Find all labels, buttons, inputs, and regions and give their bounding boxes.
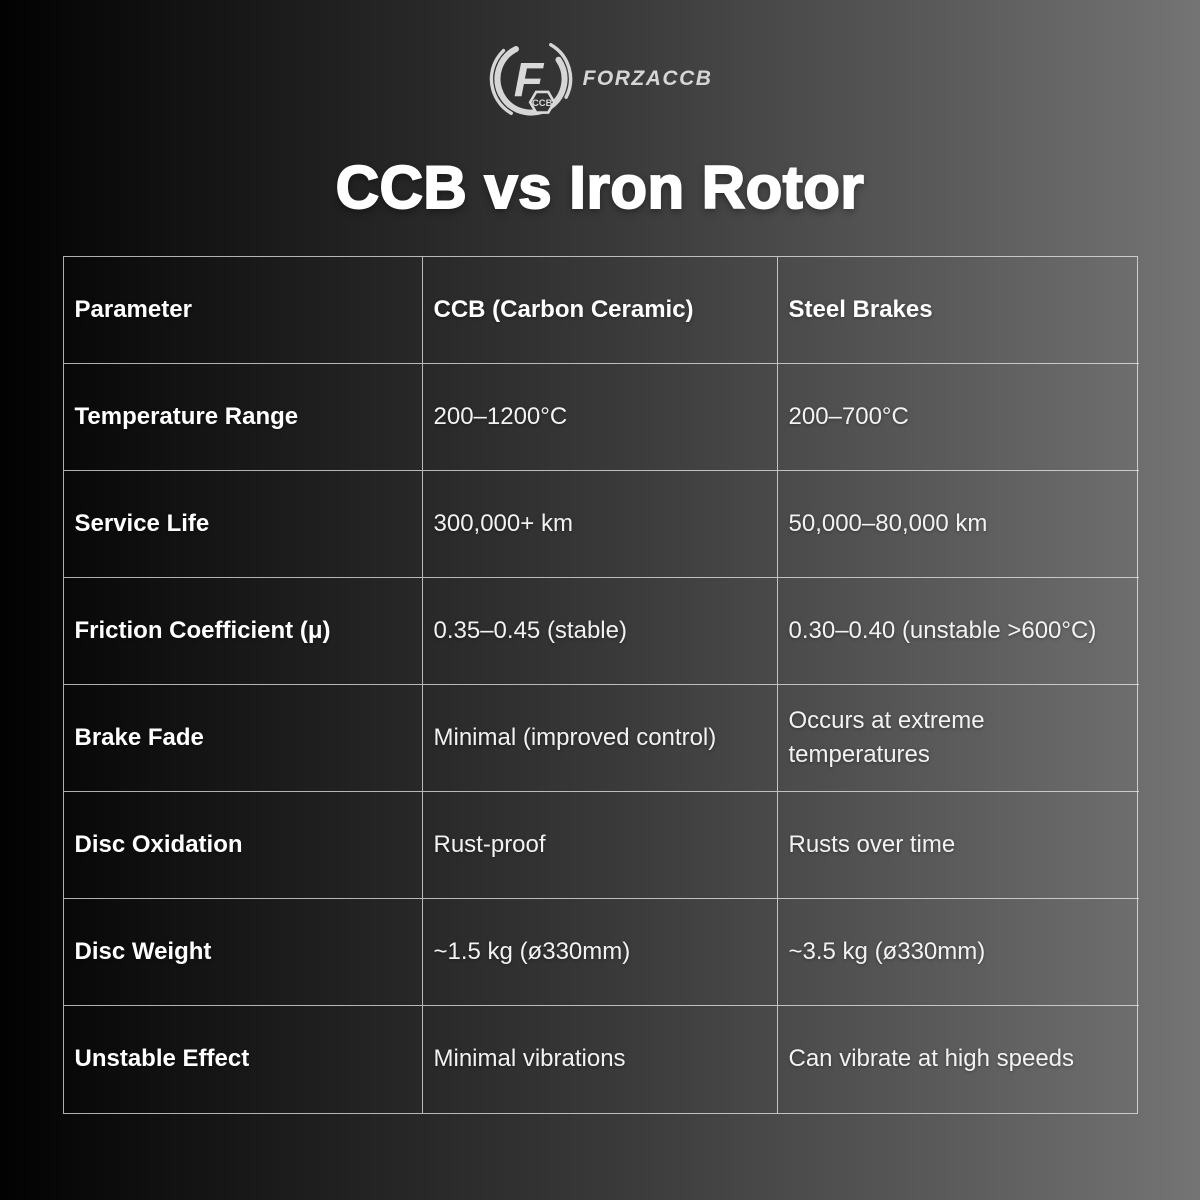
table-cell: 200–700°C: [777, 364, 1139, 471]
cell-text: 200–700°C: [788, 402, 909, 430]
table-cell: ~3.5 kg (ø330mm): [777, 899, 1139, 1006]
table-cell: Friction Coefficient (μ): [63, 578, 423, 685]
header-cell: Parameter: [63, 257, 423, 364]
header-cell: CCB (Carbon Ceramic): [422, 257, 778, 364]
table-cell: Brake Fade: [63, 685, 423, 792]
table-cell: Temperature Range: [63, 364, 423, 471]
cell-text: Unstable Effect: [74, 1045, 250, 1073]
table-cell: ~1.5 kg (ø330mm): [422, 899, 778, 1006]
forzaccb-logo-mark: F CCB: [489, 37, 572, 121]
table-cell: Disc Weight: [63, 899, 423, 1006]
logo: F CCB FORZACCB: [488, 34, 713, 124]
table-cell: Minimal (improved control): [422, 685, 778, 792]
table-cell: 300,000+ km: [422, 471, 778, 578]
cell-text: Service Life: [74, 509, 210, 537]
cell-text: 0.35–0.45 (stable): [433, 616, 627, 644]
cell-text: Can vibrate at high speeds: [788, 1045, 1075, 1073]
page-title: CCB vs Iron Rotor: [335, 154, 865, 221]
table-cell: Occurs at extreme temperatures: [777, 685, 1139, 792]
cell-text: Disc Weight: [74, 937, 212, 965]
hexagon-icon: [528, 90, 556, 114]
cell-text: Brake Fade: [74, 723, 204, 751]
cell-text: Rust-proof: [433, 830, 546, 858]
table-cell: 0.30–0.40 (unstable >600°C): [777, 578, 1139, 685]
cell-text: Temperature Range: [74, 402, 299, 430]
cell-text: Minimal vibrations: [433, 1045, 626, 1073]
cell-text: CCB (Carbon Ceramic): [433, 295, 694, 323]
table-cell: Rusts over time: [777, 792, 1139, 899]
table-cell: Disc Oxidation: [63, 792, 423, 899]
table-cell: Rust-proof: [422, 792, 778, 899]
cell-text: ~3.5 kg (ø330mm): [788, 937, 986, 965]
badge-label: CCB: [532, 98, 553, 109]
cell-text: 50,000–80,000 km: [788, 509, 988, 537]
table-cell: Service Life: [63, 471, 423, 578]
cell-text: Rusts over time: [788, 830, 956, 858]
cell-text: Disc Oxidation: [74, 830, 243, 858]
cell-text: 300,000+ km: [433, 509, 573, 537]
table-cell: Unstable Effect: [64, 1006, 423, 1113]
table-cell: Minimal vibrations: [423, 1006, 778, 1113]
brand-name: FORZACCB: [582, 67, 713, 90]
cell-text: 200–1200°C: [433, 402, 568, 430]
header-cell: Steel Brakes: [777, 257, 1139, 364]
cell-text: Friction Coefficient (μ): [74, 616, 331, 644]
cell-text: Steel Brakes: [788, 295, 933, 323]
table-cell: Can vibrate at high speeds: [778, 1006, 1139, 1113]
cell-text: 0.30–0.40 (unstable >600°C): [788, 616, 1097, 644]
ccb-hexagon-badge: CCB: [528, 90, 556, 114]
table-cell: 0.35–0.45 (stable): [422, 578, 778, 685]
cell-text: Occurs at extreme temperatures: [788, 706, 985, 768]
comparison-table: Parameter CCB (Carbon Ceramic) Steel Brake…: [62, 256, 1139, 1114]
cell-text: ~1.5 kg (ø330mm): [433, 937, 631, 965]
cell-text: Minimal (improved control): [433, 723, 717, 751]
table-cell: 50,000–80,000 km: [777, 471, 1139, 578]
table-cell: 200–1200°C: [422, 364, 778, 471]
cell-text: Parameter: [74, 295, 192, 323]
